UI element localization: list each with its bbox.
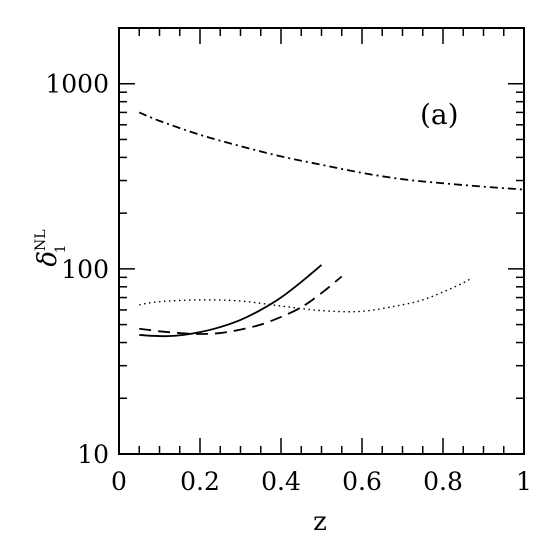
plot-frame [118, 27, 525, 455]
axis-ticks [118, 27, 525, 455]
series-solid-line [139, 264, 323, 338]
series-dotdash-line [138, 111, 525, 191]
y-tick-label: 100 [61, 255, 109, 284]
x-tick-label: 1 [516, 467, 532, 496]
y-axis-label-symbol: δ [33, 251, 63, 267]
x-tick-label: 0.4 [261, 467, 301, 496]
panel-label: (a) [420, 98, 459, 131]
x-tick-label: 0.6 [342, 467, 382, 496]
y-axis-label: δNL 1 [33, 229, 69, 266]
series-lines [138, 111, 525, 338]
y-tick-label: 1000 [45, 70, 109, 99]
x-tick-label: 0 [111, 467, 127, 496]
y-axis-label-superscript: NL [33, 229, 49, 251]
series-dashed-line [139, 275, 343, 335]
y-tick-label: 10 [77, 440, 109, 469]
tick-labels: 0 0.2 0.4 0.6 0.8 1 10 100 1000 [45, 70, 532, 496]
x-axis-label: z [313, 507, 327, 537]
x-tick-label: 0.2 [180, 467, 220, 496]
y-axis-label-subscript: 1 [53, 244, 69, 253]
series-dotted-line [139, 277, 472, 313]
x-tick-label: 0.8 [423, 467, 463, 496]
